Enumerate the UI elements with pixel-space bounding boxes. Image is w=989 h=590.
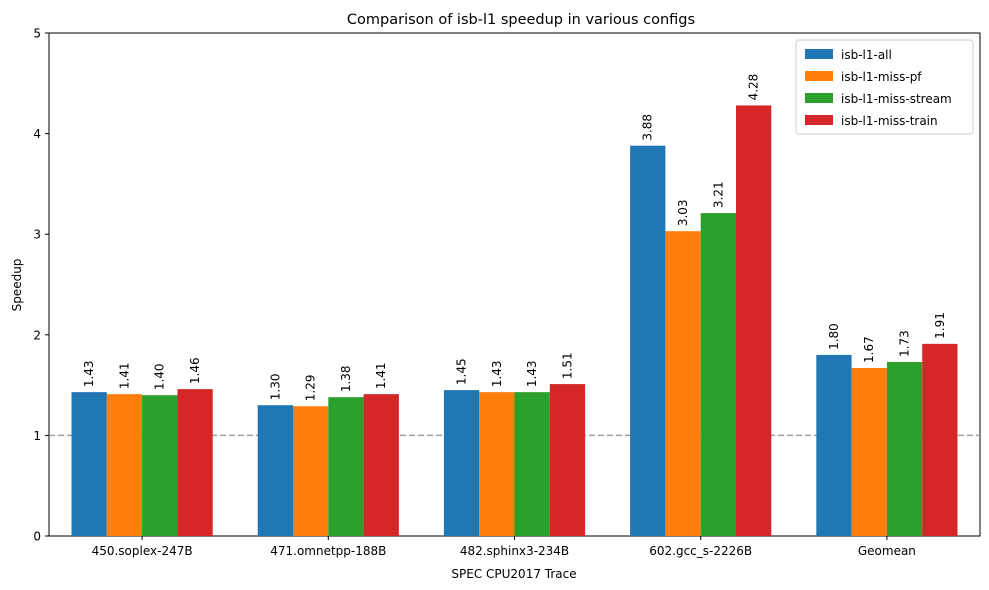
bar-value-label: 1.38 — [339, 365, 353, 392]
bar-value-label: 1.67 — [862, 336, 876, 363]
bar-value-label: 1.45 — [455, 358, 469, 385]
legend-label: isb-l1-all — [841, 48, 892, 62]
bar-value-label: 1.51 — [560, 352, 574, 379]
legend-label: isb-l1-miss-stream — [841, 92, 952, 106]
bar — [630, 145, 666, 536]
bar — [257, 405, 293, 536]
y-tick-label: 0 — [33, 530, 41, 544]
legend-label: isb-l1-miss-pf — [841, 70, 922, 84]
bar-value-label: 1.29 — [304, 375, 318, 402]
bar-labels: 1.43 1.41 1.40 1.46 1.30 1.29 1.38 1.41 1.45 1.43… — [82, 74, 947, 402]
y-tick-label: 4 — [33, 127, 41, 141]
bar — [886, 361, 923, 536]
bar-value-label: 1.43 — [82, 360, 96, 387]
x-tick-label: 482.sphinx3-234B — [460, 544, 569, 558]
y-tick-label: 3 — [33, 228, 41, 242]
bar-value-label: 3.03 — [676, 199, 690, 226]
bar-value-label: 4.28 — [747, 74, 761, 101]
x-tick-label: 450.soplex-247B — [92, 544, 193, 558]
bar-value-label: 1.80 — [827, 323, 841, 350]
bar — [363, 394, 399, 536]
bar — [443, 390, 480, 536]
bar-value-label: 3.21 — [711, 181, 725, 208]
x-tick-label: Geomean — [858, 544, 916, 558]
legend-swatch — [805, 49, 833, 59]
bar — [142, 395, 178, 536]
y-tick-label: 5 — [33, 27, 41, 41]
y-tick-label: 1 — [33, 429, 41, 443]
bar — [851, 367, 887, 536]
y-tick-label: 2 — [33, 328, 41, 342]
legend-swatch — [805, 115, 833, 125]
bar-value-label: 1.41 — [374, 362, 388, 389]
bar-value-label: 1.43 — [490, 360, 504, 387]
x-tick-label: 602.gcc_s-2226B — [649, 544, 752, 558]
bar-value-label: 1.30 — [268, 374, 282, 401]
bar-value-label: 1.41 — [117, 362, 131, 389]
bar-value-label: 1.73 — [898, 330, 912, 357]
chart-title: Comparison of isb-l1 speedup in various … — [347, 12, 695, 28]
bar — [177, 389, 213, 536]
x-axis: 450.soplex-247B 471.omnetpp-188B 482.sphin… — [92, 536, 916, 558]
bar — [549, 384, 586, 536]
bar-value-label: 1.40 — [153, 363, 167, 390]
bar — [816, 354, 852, 536]
bar — [479, 392, 515, 536]
bar-value-label: 1.91 — [933, 312, 947, 339]
bar — [514, 392, 550, 536]
bar — [922, 343, 958, 536]
legend: isb-l1-all isb-l1-miss-pf isb-l1-miss-stre… — [795, 39, 974, 135]
bar — [700, 213, 736, 536]
bars — [71, 105, 958, 536]
bar — [328, 397, 364, 536]
bar-value-label: 1.46 — [188, 357, 202, 384]
y-axis: 0 1 2 3 4 5 — [33, 27, 49, 544]
x-tick-label: 471.omnetpp-188B — [270, 544, 386, 558]
bar — [71, 392, 107, 536]
legend-swatch — [805, 93, 833, 103]
bar — [736, 105, 772, 536]
bar-value-label: 3.88 — [641, 114, 655, 141]
bar-value-label: 1.43 — [525, 360, 539, 387]
bar — [293, 406, 329, 536]
legend-label: isb-l1-miss-train — [841, 114, 938, 128]
legend-box — [795, 39, 974, 135]
legend-swatch — [805, 71, 833, 81]
y-axis-label: Speedup — [10, 259, 24, 312]
bar — [665, 231, 701, 536]
x-axis-label: SPEC CPU2017 Trace — [451, 567, 576, 581]
bar — [106, 394, 143, 536]
